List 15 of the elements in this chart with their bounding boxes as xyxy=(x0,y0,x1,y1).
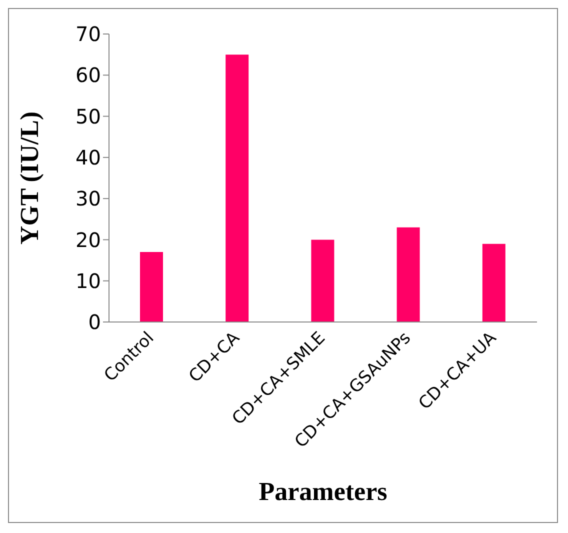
y-tick-label: 20 xyxy=(76,228,101,252)
bar xyxy=(140,252,163,322)
y-tick-label: 10 xyxy=(76,268,101,293)
y-tick-label: 40 xyxy=(76,146,101,170)
y-tick-label: 60 xyxy=(76,63,101,88)
y-tick-label: 50 xyxy=(76,104,101,128)
y-tick-label: 0 xyxy=(88,310,101,334)
bar xyxy=(482,244,506,322)
y-tick-label: 30 xyxy=(76,186,101,211)
bar xyxy=(311,240,334,322)
bar xyxy=(226,54,249,322)
bar xyxy=(396,227,420,322)
x-axis-title: Parameters xyxy=(258,477,388,506)
y-tick-label: 70 xyxy=(76,22,101,46)
y-axis-title: YGT (IU/L) xyxy=(15,111,44,245)
